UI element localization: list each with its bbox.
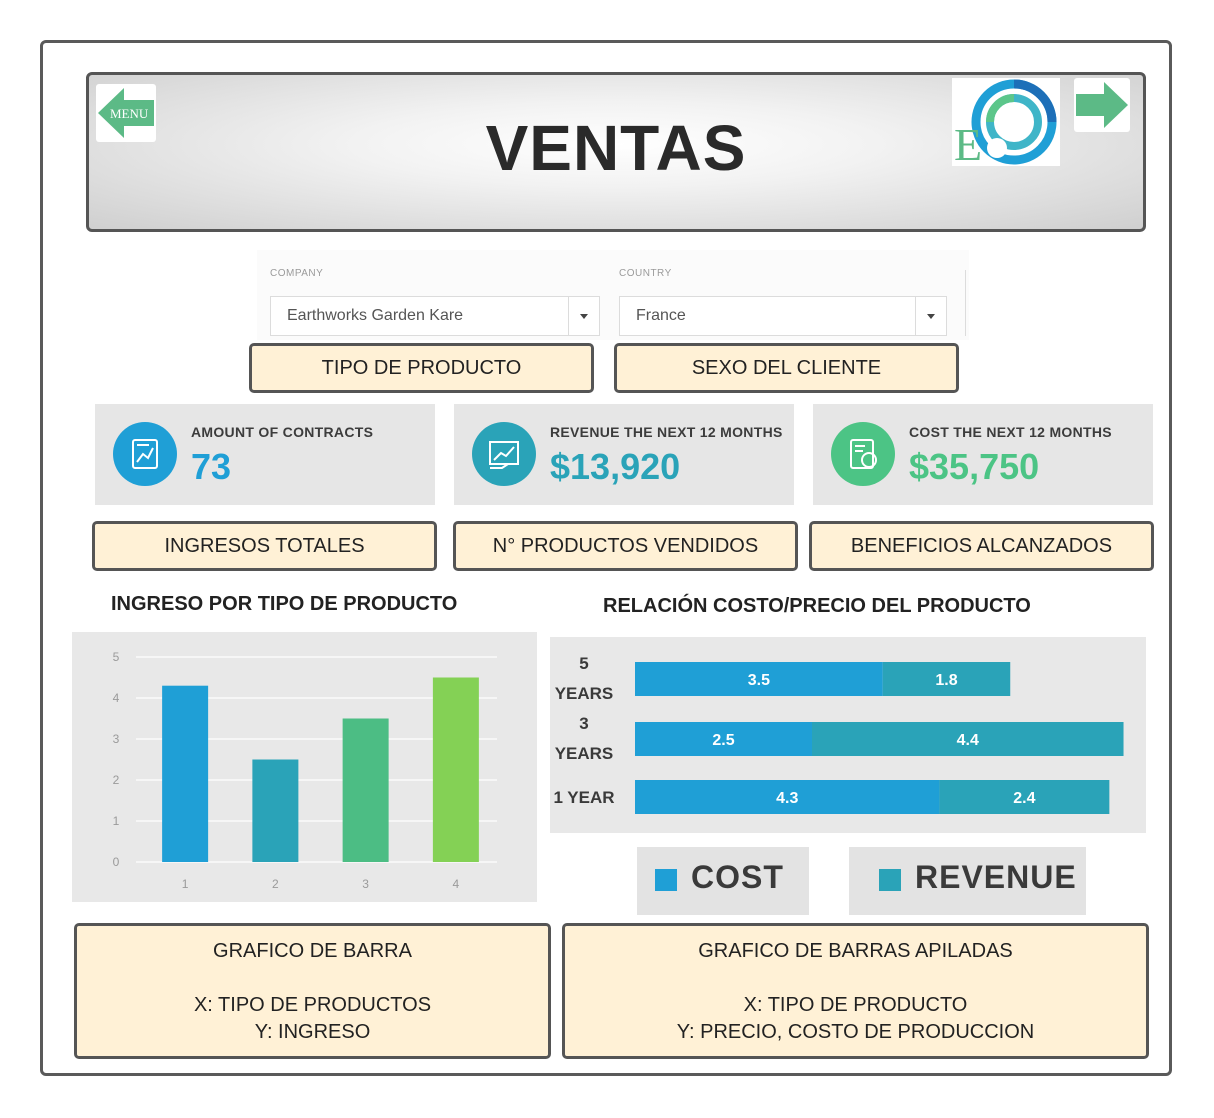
category-label: YEARS bbox=[555, 684, 614, 703]
filter-tag-label: SEXO DEL CLIENTE bbox=[691, 357, 882, 379]
cost-price-stacked-chart-svg: 5 YEARS 3.5 1.8 3 YEARS 2.5 4.4 1 YEAR 4.3 2.4 bbox=[553, 654, 1124, 814]
note-line: Y: PRECIO, COSTO DE PRODUCCION bbox=[676, 1021, 1035, 1043]
kpi-tag-label: N° PRODUCTOS VENDIDOS bbox=[492, 535, 759, 557]
y-tick-label: 4 bbox=[113, 691, 120, 705]
filter-tag-label: TIPO DE PRODUCTO bbox=[321, 357, 522, 379]
legend-swatch bbox=[655, 869, 677, 891]
country-select[interactable]: France bbox=[619, 296, 947, 336]
stacked-bar-segment bbox=[635, 780, 940, 814]
contracts-icon bbox=[113, 422, 177, 486]
y-tick-label: 2 bbox=[113, 773, 120, 787]
category-label: YEARS bbox=[555, 744, 614, 763]
right-chart-title: RELACIÓN COSTO/PRECIO DEL PRODUCTO bbox=[603, 595, 1031, 617]
kpi-value: 73 bbox=[191, 446, 232, 487]
kpi-tag-label: BENEFICIOS ALCANZADOS bbox=[850, 535, 1113, 557]
y-tick-label: 3 bbox=[113, 732, 120, 746]
filter-tag-customer-sex: SEXO DEL CLIENTE bbox=[614, 343, 959, 393]
kpi-card-contracts: AMOUNT OF CONTRACTS 73 bbox=[95, 404, 435, 505]
data-label: 1.8 bbox=[935, 672, 957, 689]
logo-letter: E bbox=[954, 119, 983, 170]
company-select-value: Earthworks Garden Kare bbox=[287, 307, 464, 324]
filter-tag-product-type: TIPO DE PRODUCTO bbox=[249, 343, 594, 393]
data-label: 3.5 bbox=[748, 672, 770, 689]
kpi-label: COST THE NEXT 12 MONTHS bbox=[909, 424, 1112, 440]
kpi-card-cost: COST THE NEXT 12 MONTHS $35,750 bbox=[813, 404, 1153, 505]
kpi-value: $35,750 bbox=[909, 446, 1040, 487]
kpi-label: AMOUNT OF CONTRACTS bbox=[191, 424, 374, 440]
legend-item-revenue: REVENUE bbox=[849, 847, 1086, 915]
note-line: Y: INGRESO bbox=[254, 1021, 371, 1043]
stacked-bar-segment bbox=[939, 780, 1110, 814]
bar bbox=[252, 759, 299, 862]
stacked-bar-segment bbox=[812, 722, 1124, 756]
y-tick-label: 0 bbox=[113, 855, 120, 869]
bar bbox=[162, 685, 209, 862]
forward-arrow-icon bbox=[1076, 82, 1128, 128]
page-title: VENTAS bbox=[485, 112, 747, 184]
back-arrow-icon bbox=[98, 88, 154, 138]
category-label: 5 bbox=[579, 654, 588, 673]
x-tick-label: 4 bbox=[453, 877, 460, 891]
x-tick-label: 3 bbox=[362, 877, 369, 891]
data-label: 2.4 bbox=[1013, 790, 1035, 807]
cost-icon bbox=[831, 422, 895, 486]
legend-item-cost: COST bbox=[637, 847, 809, 915]
filter-panel: COMPANY Earthworks Garden Kare COUNTRY F… bbox=[257, 250, 969, 340]
y-tick-label: 5 bbox=[113, 650, 120, 664]
bar bbox=[432, 677, 479, 862]
y-tick-label: 1 bbox=[113, 814, 120, 828]
note-line: GRAFICO DE BARRAS APILADAS bbox=[698, 940, 1013, 962]
company-select[interactable]: Earthworks Garden Kare bbox=[270, 296, 600, 336]
kpi-tag-products-sold: N° PRODUCTOS VENDIDOS bbox=[453, 521, 798, 571]
revenue-icon bbox=[472, 422, 536, 486]
legend-label: COST bbox=[691, 859, 784, 895]
country-filter-label: COUNTRY bbox=[619, 268, 672, 279]
country-select-value: France bbox=[636, 307, 686, 324]
legend-swatch bbox=[879, 869, 901, 891]
note-line: X: TIPO DE PRODUCTOS bbox=[193, 994, 432, 1016]
stacked-bar-segment bbox=[635, 662, 883, 696]
kpi-label: REVENUE THE NEXT 12 MONTHS bbox=[550, 424, 783, 440]
kpi-card-revenue: REVENUE THE NEXT 12 MONTHS $13,920 bbox=[454, 404, 794, 505]
right-chart-note: GRAFICO DE BARRAS APILADAS X: TIPO DE PR… bbox=[562, 923, 1149, 1059]
chevron-down-icon bbox=[568, 297, 599, 335]
divider bbox=[965, 270, 966, 336]
company-filter-label: COMPANY bbox=[270, 268, 324, 279]
x-tick-label: 2 bbox=[272, 877, 279, 891]
kpi-tag-profit: BENEFICIOS ALCANZADOS bbox=[809, 521, 1154, 571]
chevron-down-icon bbox=[915, 297, 946, 335]
stacked-bar-segment bbox=[882, 662, 1011, 696]
legend-label: REVENUE bbox=[915, 859, 1077, 895]
kpi-tag-total-income: INGRESOS TOTALES bbox=[92, 521, 437, 571]
kpi-value: $13,920 bbox=[550, 446, 681, 487]
stacked-bar-segment bbox=[635, 722, 812, 756]
income-bar-chart: 0 1 2 3 4 5 1 2 3 4 bbox=[72, 632, 537, 902]
left-chart-note: GRAFICO DE BARRA X: TIPO DE PRODUCTOS Y:… bbox=[74, 923, 551, 1059]
bar bbox=[342, 718, 389, 862]
note-line: X: TIPO DE PRODUCTO bbox=[743, 994, 968, 1016]
menu-button[interactable]: MENU bbox=[96, 84, 156, 142]
cost-price-stacked-chart: 5 YEARS 3.5 1.8 3 YEARS 2.5 4.4 1 YEAR 4.3 2.4 bbox=[550, 637, 1146, 833]
note-line: GRAFICO DE BARRA bbox=[213, 940, 412, 962]
x-tick-label: 1 bbox=[182, 877, 189, 891]
category-label: 1 YEAR bbox=[553, 788, 614, 807]
menu-label: MENU bbox=[110, 106, 149, 121]
left-chart-title: INGRESO POR TIPO DE PRODUCTO bbox=[111, 593, 458, 615]
next-button[interactable] bbox=[1074, 78, 1130, 132]
income-bar-chart-svg: 0 1 2 3 4 5 1 2 3 4 bbox=[113, 650, 497, 891]
company-logo: E bbox=[952, 78, 1060, 170]
data-label: 4.3 bbox=[776, 790, 798, 807]
data-label: 2.5 bbox=[712, 732, 734, 749]
kpi-tag-label: INGRESOS TOTALES bbox=[164, 535, 365, 557]
data-label: 4.4 bbox=[957, 732, 979, 749]
category-label: 3 bbox=[579, 714, 588, 733]
